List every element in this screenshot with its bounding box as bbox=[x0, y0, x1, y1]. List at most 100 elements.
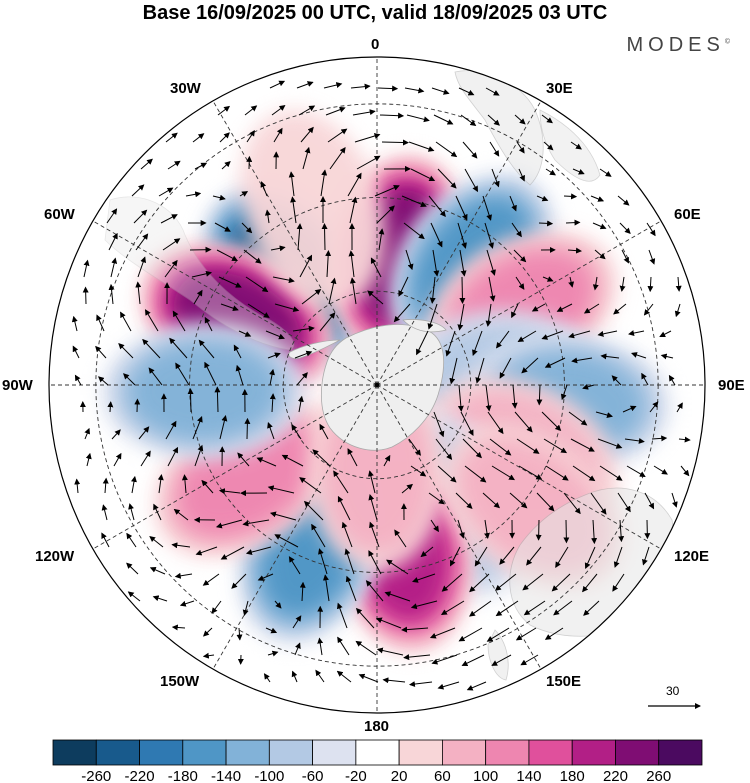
wind-arrow bbox=[592, 276, 599, 291]
wind-arrow bbox=[647, 276, 654, 293]
wind-arrow bbox=[300, 126, 314, 143]
wind-arrow bbox=[622, 405, 637, 413]
wind-arrow bbox=[545, 168, 556, 176]
wind-arrow bbox=[211, 600, 222, 614]
wind-arrow bbox=[140, 158, 153, 170]
wind-arrow bbox=[410, 168, 436, 182]
wind-arrow bbox=[621, 249, 629, 264]
wind-arrow bbox=[489, 141, 500, 157]
wind-arrow bbox=[352, 109, 376, 116]
wind-arrow bbox=[599, 168, 612, 177]
colorbar-tick-label: -220 bbox=[125, 768, 155, 783]
wind-arrow bbox=[680, 465, 690, 477]
wind-arrow bbox=[541, 411, 562, 431]
wind-arrow bbox=[349, 196, 358, 224]
wind-arrow bbox=[617, 195, 630, 206]
wind-arrow bbox=[167, 160, 181, 170]
wind-arrow bbox=[410, 465, 427, 477]
wind-arrow bbox=[167, 446, 179, 467]
map-title: Base 16/09/2025 00 UTC, valid 18/09/2025… bbox=[142, 2, 608, 24]
wind-arrow bbox=[263, 673, 271, 683]
wind-arrow bbox=[469, 573, 490, 593]
wind-arrow bbox=[198, 339, 215, 359]
longitude-label-180: 180 bbox=[364, 718, 390, 735]
wind-arrow bbox=[241, 222, 253, 234]
wind-arrow bbox=[354, 133, 381, 143]
wind-arrow bbox=[460, 114, 477, 127]
wind-arrow bbox=[102, 477, 109, 494]
wind-arrow bbox=[545, 465, 569, 481]
colorbar-box bbox=[485, 739, 530, 766]
wind-arrow bbox=[148, 367, 163, 386]
wind-arrow bbox=[127, 591, 141, 602]
longitude-label-90w: 90W bbox=[2, 377, 33, 394]
wind-arrow bbox=[302, 146, 311, 170]
wind-arrow bbox=[344, 548, 355, 575]
wind-arrow bbox=[273, 127, 283, 143]
colorbar-box bbox=[355, 739, 400, 766]
colorbar-tick-label: 20 bbox=[391, 768, 408, 783]
longitude-label-150e: 150E bbox=[546, 673, 582, 690]
wind-arrow bbox=[429, 276, 436, 304]
wind-arrow bbox=[333, 470, 349, 494]
wind-arrow bbox=[260, 181, 268, 197]
wind-arrow bbox=[267, 352, 281, 359]
wind-arrow bbox=[511, 384, 518, 409]
wind-arrow bbox=[321, 223, 328, 251]
wind-arrow bbox=[347, 448, 358, 467]
wind-arrow bbox=[135, 281, 142, 305]
wind-arrow bbox=[291, 424, 302, 440]
wind-arrow bbox=[323, 82, 343, 89]
wind-arrow bbox=[523, 600, 546, 616]
wind-arrow bbox=[536, 195, 549, 202]
wind-arrow bbox=[257, 573, 274, 581]
colorbar-boxes bbox=[52, 739, 703, 766]
wind-arrow bbox=[536, 492, 555, 512]
wind-arrow bbox=[475, 357, 485, 384]
wind-arrow bbox=[674, 303, 681, 318]
meridian-line bbox=[376, 100, 542, 386]
wind-vectors bbox=[71, 80, 691, 691]
wind-arrow bbox=[350, 83, 371, 90]
wind-arrow bbox=[600, 353, 620, 360]
wind-arrow bbox=[133, 209, 148, 224]
wind-arrow bbox=[325, 250, 332, 278]
wind-arrow bbox=[202, 573, 220, 586]
south-pole-marker bbox=[374, 382, 380, 388]
wind-arrow bbox=[269, 511, 297, 521]
wind-arrow bbox=[521, 357, 539, 374]
wind-arrow bbox=[311, 523, 326, 548]
wind-arrow bbox=[590, 195, 605, 202]
wind-arrow bbox=[317, 637, 324, 656]
wind-arrow bbox=[437, 465, 457, 483]
wind-arrow bbox=[485, 384, 492, 412]
longitude-label-30e: 30E bbox=[546, 80, 573, 97]
wind-arrow bbox=[404, 87, 425, 94]
wind-arrow bbox=[164, 259, 178, 278]
wind-arrow bbox=[401, 626, 429, 633]
wind-arrow bbox=[515, 627, 537, 641]
wind-arrow bbox=[131, 184, 145, 197]
wind-arrow bbox=[74, 478, 81, 494]
wind-arrow bbox=[220, 546, 245, 560]
colorbar-tick-label: -260 bbox=[81, 768, 111, 783]
wind-arrow bbox=[536, 384, 543, 406]
wind-arrow bbox=[511, 303, 519, 319]
wind-arrow bbox=[487, 411, 504, 435]
wind-arrow bbox=[568, 276, 575, 288]
colorbar-tick-label: -180 bbox=[168, 768, 198, 783]
wind-arrow bbox=[408, 141, 435, 152]
wind-arrow bbox=[437, 168, 457, 189]
wind-arrow bbox=[123, 373, 136, 386]
wind-arrow bbox=[165, 132, 178, 143]
colorbar-box bbox=[615, 739, 660, 766]
wind-arrow bbox=[509, 492, 528, 509]
wind-arrow bbox=[420, 546, 434, 558]
wind-arrow bbox=[165, 420, 177, 440]
wind-arrow bbox=[267, 485, 295, 494]
wind-arrow bbox=[337, 636, 350, 656]
wind-arrow bbox=[432, 249, 440, 277]
wind-arrow bbox=[120, 311, 132, 332]
wind-arrow bbox=[449, 357, 458, 385]
wind-arrow bbox=[153, 503, 162, 521]
